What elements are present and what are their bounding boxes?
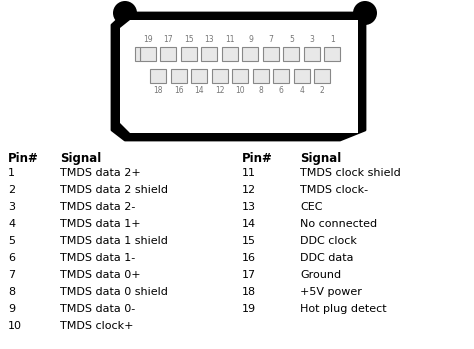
Bar: [191, 69, 207, 83]
Circle shape: [113, 1, 137, 25]
Text: 18: 18: [242, 287, 256, 297]
Bar: [273, 69, 289, 83]
Text: 6: 6: [8, 253, 15, 263]
Text: 11: 11: [225, 35, 235, 44]
Bar: [140, 47, 156, 61]
Bar: [212, 69, 228, 83]
Text: 15: 15: [242, 236, 256, 246]
Text: 15: 15: [184, 35, 194, 44]
Bar: [304, 47, 320, 61]
Text: Hot plug detect: Hot plug detect: [300, 304, 387, 314]
Bar: [325, 47, 340, 61]
Text: 10: 10: [8, 321, 22, 331]
Bar: [283, 47, 300, 61]
Bar: [171, 69, 187, 83]
Text: 5: 5: [289, 35, 294, 44]
Text: 8: 8: [258, 86, 263, 95]
Text: 17: 17: [242, 270, 256, 280]
Text: TMDS data 2 shield: TMDS data 2 shield: [60, 185, 168, 195]
Text: 14: 14: [194, 86, 204, 95]
Text: 14: 14: [242, 219, 256, 229]
Bar: [201, 47, 218, 61]
Text: 5: 5: [8, 236, 15, 246]
Text: TMDS data 1+: TMDS data 1+: [60, 219, 141, 229]
Text: 12: 12: [215, 86, 225, 95]
Text: 1: 1: [8, 168, 15, 178]
Text: 4: 4: [8, 219, 15, 229]
Bar: [232, 69, 248, 83]
Bar: [135, 47, 140, 61]
Bar: [150, 69, 166, 83]
Bar: [294, 69, 310, 83]
Text: Pin#: Pin#: [242, 152, 273, 165]
Text: Pin#: Pin#: [8, 152, 39, 165]
Text: TMDS data 0-: TMDS data 0-: [60, 304, 135, 314]
Bar: [253, 69, 269, 83]
Text: TMDS data 2-: TMDS data 2-: [60, 202, 136, 212]
Text: 10: 10: [236, 86, 245, 95]
Text: Signal: Signal: [300, 152, 341, 165]
Text: 17: 17: [164, 35, 173, 44]
Text: 7: 7: [269, 35, 273, 44]
Text: +5V power: +5V power: [300, 287, 362, 297]
Text: 18: 18: [154, 86, 163, 95]
Text: 19: 19: [143, 35, 153, 44]
Text: 7: 7: [8, 270, 15, 280]
Text: TMDS data 0 shield: TMDS data 0 shield: [60, 287, 168, 297]
Bar: [243, 47, 258, 61]
Text: 2: 2: [320, 86, 325, 95]
Text: TMDS data 1 shield: TMDS data 1 shield: [60, 236, 168, 246]
Text: No connected: No connected: [300, 219, 377, 229]
Text: 6: 6: [279, 86, 283, 95]
Text: DDC clock: DDC clock: [300, 236, 357, 246]
Text: 3: 3: [8, 202, 15, 212]
Text: 8: 8: [8, 287, 15, 297]
Circle shape: [353, 1, 377, 25]
Text: Ground: Ground: [300, 270, 341, 280]
Bar: [181, 47, 197, 61]
Text: 9: 9: [8, 304, 15, 314]
Text: 13: 13: [242, 202, 256, 212]
Text: 16: 16: [242, 253, 256, 263]
Text: TMDS clock-: TMDS clock-: [300, 185, 368, 195]
Text: TMDS data 0+: TMDS data 0+: [60, 270, 141, 280]
Text: 13: 13: [205, 35, 214, 44]
Text: 9: 9: [248, 35, 253, 44]
Text: 16: 16: [174, 86, 183, 95]
Text: CEC: CEC: [300, 202, 322, 212]
Text: TMDS data 2+: TMDS data 2+: [60, 168, 141, 178]
Text: DDC data: DDC data: [300, 253, 354, 263]
Text: TMDS clock shield: TMDS clock shield: [300, 168, 401, 178]
Text: Signal: Signal: [60, 152, 101, 165]
Polygon shape: [120, 20, 358, 133]
Text: TMDS clock+: TMDS clock+: [60, 321, 134, 331]
Bar: [161, 47, 176, 61]
Bar: [314, 69, 330, 83]
Text: 4: 4: [299, 86, 304, 95]
Bar: [222, 47, 238, 61]
Text: 2: 2: [8, 185, 15, 195]
Text: 11: 11: [242, 168, 256, 178]
Polygon shape: [112, 13, 365, 140]
Text: 12: 12: [242, 185, 256, 195]
Text: 1: 1: [330, 35, 335, 44]
Bar: [263, 47, 279, 61]
Text: 3: 3: [310, 35, 314, 44]
Text: 19: 19: [242, 304, 256, 314]
Text: TMDS data 1-: TMDS data 1-: [60, 253, 135, 263]
